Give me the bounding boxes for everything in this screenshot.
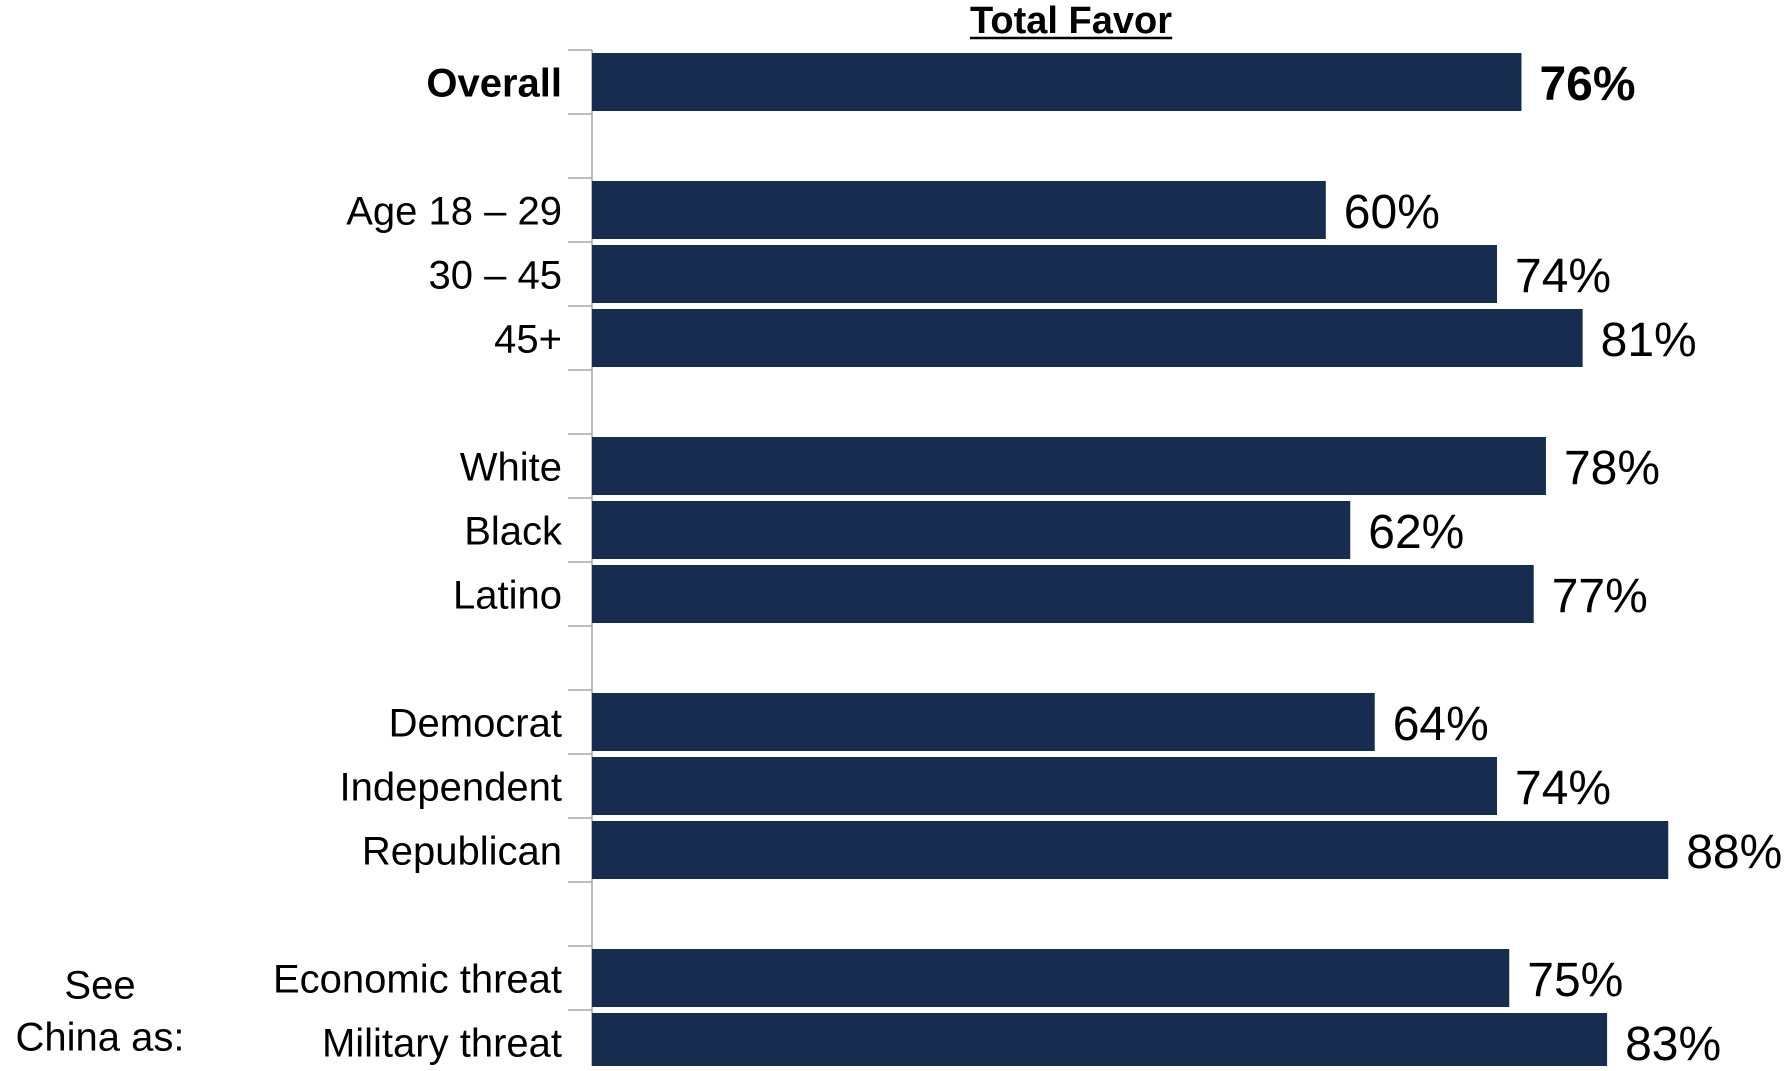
bar-30-45	[592, 245, 1498, 303]
bar-age-18-29	[592, 181, 1326, 239]
category-label-military-threat: Military threat	[322, 1021, 562, 1065]
category-label-republican: Republican	[362, 829, 562, 873]
data-label-30-45: 74%	[1515, 250, 1611, 303]
category-label-economic-threat: Economic threat	[273, 957, 562, 1001]
group-label-line: See	[64, 963, 135, 1007]
bar-economic-threat	[592, 949, 1510, 1007]
bar-military-threat	[592, 1013, 1608, 1071]
group-label-line: China as:	[16, 1015, 185, 1059]
data-label-45: 81%	[1601, 314, 1697, 367]
category-label-independent: Independent	[340, 765, 562, 809]
category-label-democrat: Democrat	[389, 701, 562, 745]
bar-republican	[592, 821, 1669, 879]
data-label-republican: 88%	[1686, 826, 1782, 879]
data-label-overall: 76%	[1539, 58, 1635, 111]
category-label-45: 45+	[494, 317, 562, 361]
bar-45	[592, 309, 1583, 367]
category-axis	[568, 49, 593, 1066]
group-labels: See China as:	[16, 963, 185, 1059]
data-labels: 76% 60% 74% 81% 78% 62% 77% 64% 74% 88% 75%83%	[1344, 58, 1783, 1071]
data-label-military-threat: 83%	[1625, 1018, 1721, 1066]
data-label-age-18-29: 60%	[1344, 186, 1440, 239]
category-label-overall: Overall	[426, 61, 562, 105]
data-label-latino: 77%	[1552, 570, 1648, 623]
bar-black	[592, 501, 1351, 559]
category-label-30-45: 30 – 45	[429, 253, 562, 297]
data-label-economic-threat: 75%	[1527, 954, 1623, 1007]
data-label-independent: 74%	[1515, 762, 1611, 815]
category-labels: Overall Age 18 – 29 30 – 45 45+ White Black La…	[273, 61, 563, 1065]
data-label-white: 78%	[1564, 442, 1660, 495]
bar-white	[592, 437, 1546, 495]
category-label-black: Black	[464, 509, 563, 553]
bars-layer	[592, 53, 1669, 1071]
bar-democrat	[592, 693, 1375, 751]
bar-independent	[592, 757, 1498, 815]
category-label-white: White	[460, 445, 562, 489]
category-label-latino: Latino	[453, 573, 562, 617]
data-label-black: 62%	[1368, 506, 1464, 559]
bar-latino	[592, 565, 1534, 623]
chart-title: Total Favor	[970, 0, 1172, 42]
category-label-age-18-29: Age 18 – 29	[346, 189, 562, 233]
bar-overall	[592, 53, 1522, 111]
data-label-democrat: 64%	[1393, 698, 1489, 751]
